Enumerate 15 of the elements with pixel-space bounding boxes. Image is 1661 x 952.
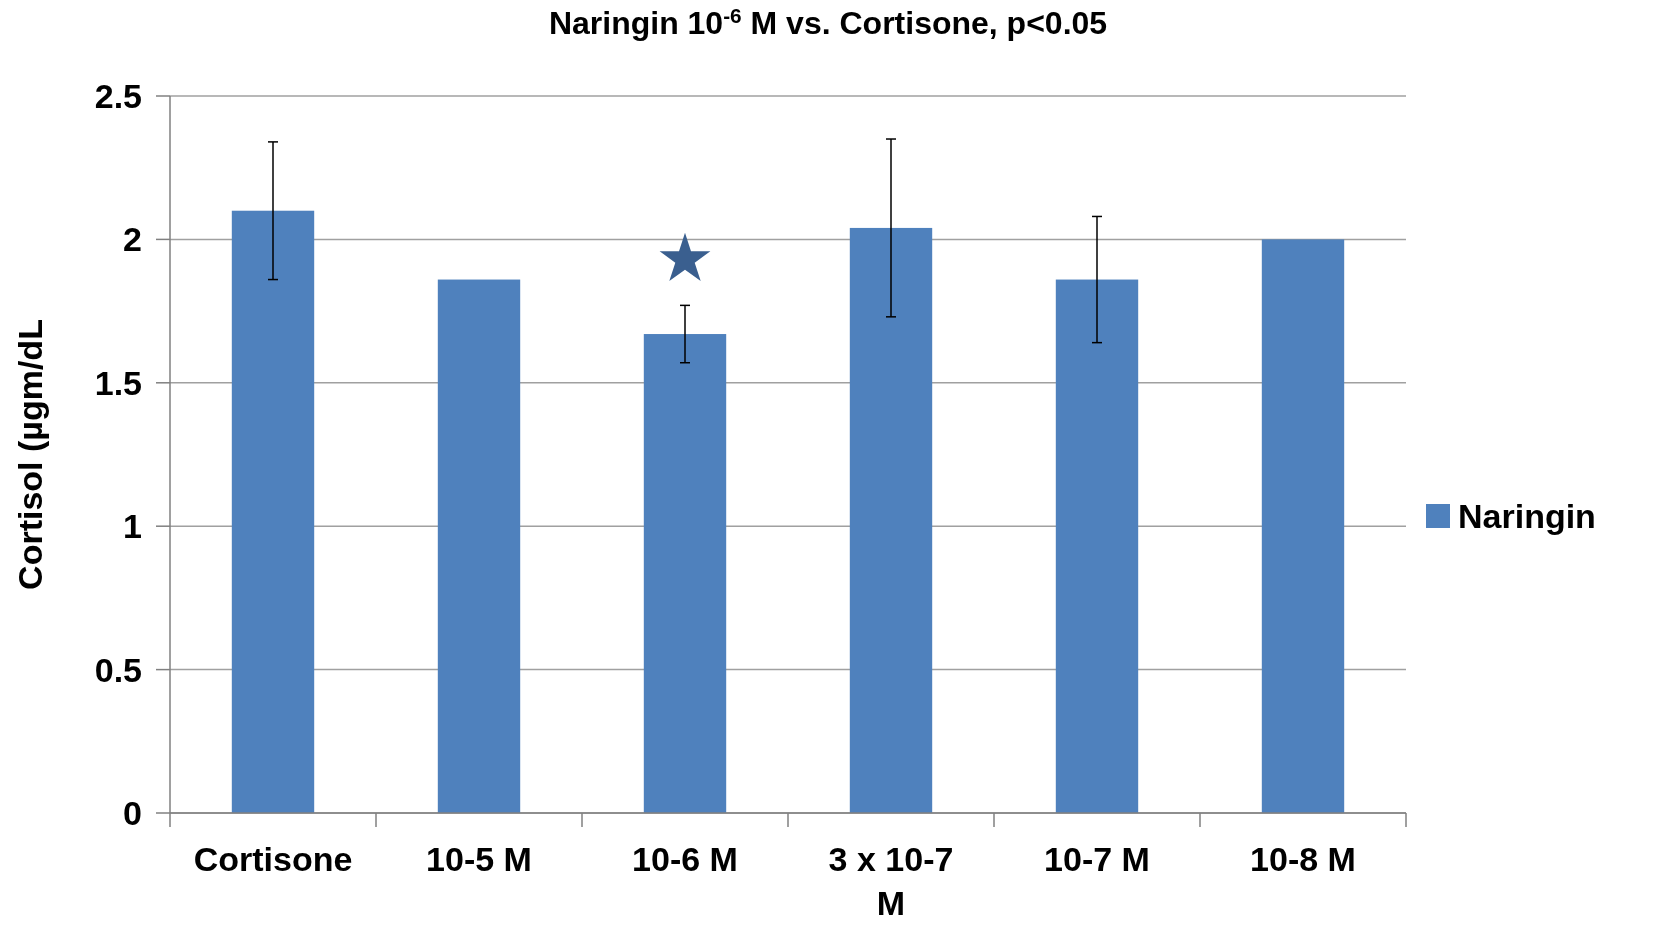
x-tick-label: 3 x 10-7 M bbox=[828, 840, 954, 922]
y-tick-label: 0 bbox=[123, 793, 142, 832]
y-tick-label: 2 bbox=[123, 220, 142, 259]
x-tick-label: 10-7 M bbox=[1044, 840, 1150, 878]
y-axis-title: Cortisol (µgm/dL bbox=[11, 319, 49, 590]
y-tick-label: 1 bbox=[123, 507, 142, 546]
x-tick-label: Cortisone bbox=[193, 840, 353, 878]
y-tick-label: 0.5 bbox=[94, 650, 142, 689]
y-tick-label: 1.5 bbox=[94, 363, 142, 402]
chart-title: Naringin 10$^{-6}$ M vs. Cortisone, p<0.05 bbox=[548, 3, 1108, 41]
legend-label: Naringin bbox=[1458, 496, 1596, 535]
y-tick-label: 2.5 bbox=[94, 76, 142, 115]
x-tick-label: 10-8 M bbox=[1250, 840, 1356, 878]
x-tick-label: 10-5 M bbox=[426, 840, 532, 878]
x-tick-label: 10-6 M bbox=[632, 840, 738, 878]
